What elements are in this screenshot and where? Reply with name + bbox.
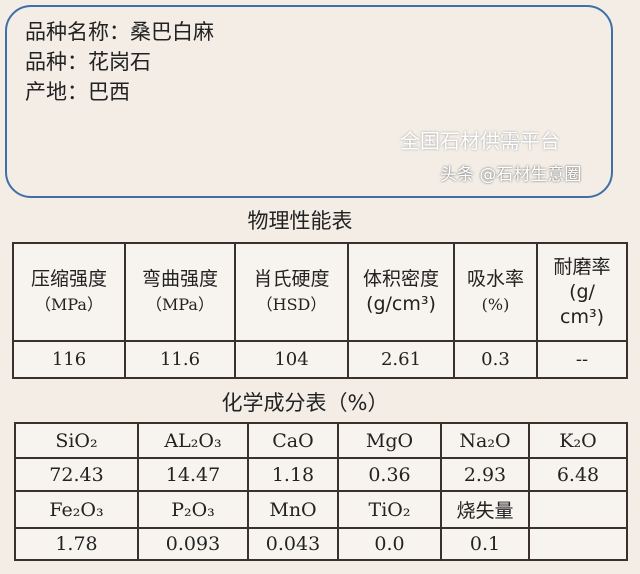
value-cell: 0.1 <box>440 527 530 561</box>
header-cell: AL₂O₃ <box>137 422 249 459</box>
value-cell: 2.61 <box>347 340 455 379</box>
table-row: 72.43 14.47 1.18 0.36 2.93 6.48 <box>14 457 628 492</box>
header-cell: K₂O <box>528 422 628 459</box>
value-cell: 0.093 <box>137 527 249 561</box>
value-cell: 0.043 <box>247 527 339 561</box>
watermark-source: 头条 @石材生意圈 <box>440 165 582 185</box>
header-cell: 弯曲强度 （MPa） <box>124 242 236 342</box>
header-cell: CaO <box>247 422 339 459</box>
stone-variety: 品种：花岗石 <box>25 50 151 74</box>
chemical-table-title: 化学成分表（%） <box>221 391 389 415</box>
table-row: 116 11.6 104 2.61 0.3 -- <box>12 340 628 379</box>
value-cell: 14.47 <box>137 457 249 492</box>
stone-name: 品种名称：桑巴白麻 <box>25 20 214 44</box>
header-cell: P₂O₃ <box>137 490 249 529</box>
table-header-row: 压缩强度 （MPa） 弯曲强度 （MPa） 肖氏硬度 （HSD） 体积密度 (g/cm³… <box>12 242 628 342</box>
value-cell: 0.0 <box>337 527 442 561</box>
table-header-row: SiO₂ AL₂O₃ CaO MgO Na₂O K₂O <box>14 422 628 459</box>
value-cell: 1.78 <box>14 527 139 561</box>
value-cell <box>528 527 628 561</box>
physical-properties-table: 压缩强度 （MPa） 弯曲强度 （MPa） 肖氏硬度 （HSD） 体积密度 (g/cm³… <box>12 242 628 379</box>
value-cell: 116 <box>12 340 126 379</box>
physical-table-title: 物理性能表 <box>247 209 353 233</box>
stone-origin: 产地：巴西 <box>25 80 130 104</box>
chemical-composition-table: SiO₂ AL₂O₃ CaO MgO Na₂O K₂O 72.43 14.47 … <box>14 422 628 561</box>
stone-info-box: 品种名称：桑巴白麻 品种：花岗石 产地：巴西 <box>5 5 613 198</box>
value-cell: 11.6 <box>124 340 236 379</box>
header-cell: MnO <box>247 490 339 529</box>
watermark-faint: 全国石材供需平台 <box>400 129 560 153</box>
header-cell: 耐磨率 (g/cm³) <box>536 242 628 342</box>
header-cell: TiO₂ <box>337 490 442 529</box>
table-row: 1.78 0.093 0.043 0.0 0.1 <box>14 527 628 561</box>
header-cell: Fe₂O₃ <box>14 490 139 529</box>
value-cell: 1.18 <box>247 457 339 492</box>
header-cell: 压缩强度 （MPa） <box>12 242 126 342</box>
value-cell: 0.3 <box>453 340 538 379</box>
value-cell: 72.43 <box>14 457 139 492</box>
value-cell: 2.93 <box>440 457 530 492</box>
value-cell: 0.36 <box>337 457 442 492</box>
header-cell: 吸水率 (%) <box>453 242 538 342</box>
table-header-row: Fe₂O₃ P₂O₃ MnO TiO₂ 烧失量 <box>14 490 628 529</box>
header-cell: 烧失量 <box>440 490 530 529</box>
value-cell: 6.48 <box>528 457 628 492</box>
header-cell <box>528 490 628 529</box>
header-cell: SiO₂ <box>14 422 139 459</box>
header-cell: 肖氏硬度 （HSD） <box>234 242 349 342</box>
header-cell: MgO <box>337 422 442 459</box>
value-cell: 104 <box>234 340 349 379</box>
value-cell: -- <box>536 340 628 379</box>
header-cell: 体积密度 (g/cm³) <box>347 242 455 342</box>
header-cell: Na₂O <box>440 422 530 459</box>
